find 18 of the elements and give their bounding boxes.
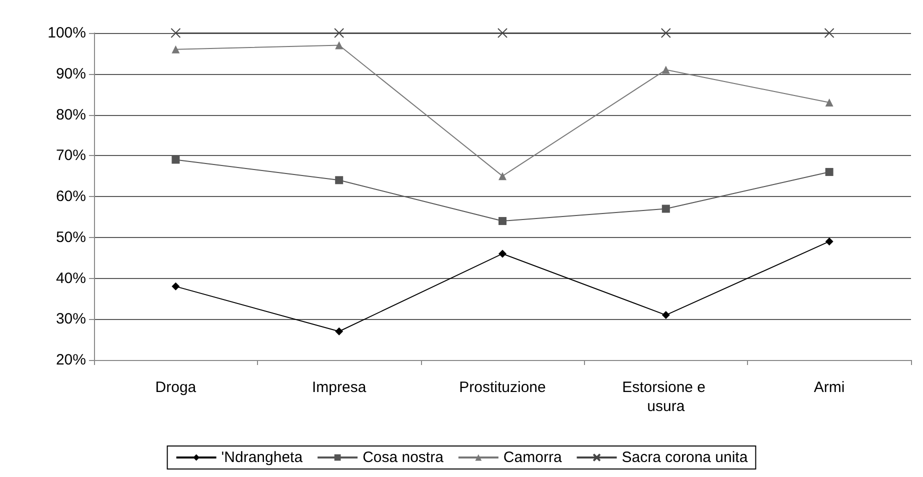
legend-label: Camorra: [503, 449, 562, 466]
y-tick-label: 60%: [56, 188, 86, 205]
y-tick-label: 50%: [56, 228, 86, 246]
x-tick-label: Prostituzione: [459, 379, 546, 396]
y-tick-label: 80%: [56, 106, 86, 124]
legend-label: Sacra corona unita: [622, 449, 748, 466]
y-tick-label: 30%: [56, 310, 86, 328]
y-tick-label: 20%: [56, 352, 86, 368]
y-tick-label: 90%: [56, 65, 86, 82]
legend-label: Cosa nostra: [362, 449, 444, 466]
y-tick-label: 70%: [56, 147, 86, 164]
x-tick-label: Impresa: [312, 379, 367, 396]
y-tick-label: 100%: [48, 24, 86, 42]
x-tick-label: Armi: [814, 379, 845, 396]
legend-label: 'Ndrangheta: [221, 449, 304, 466]
y-tick-label: 40%: [56, 270, 86, 287]
x-tick-label: Droga: [155, 379, 197, 396]
x-tick-label: Estorsione e usura: [622, 379, 710, 415]
